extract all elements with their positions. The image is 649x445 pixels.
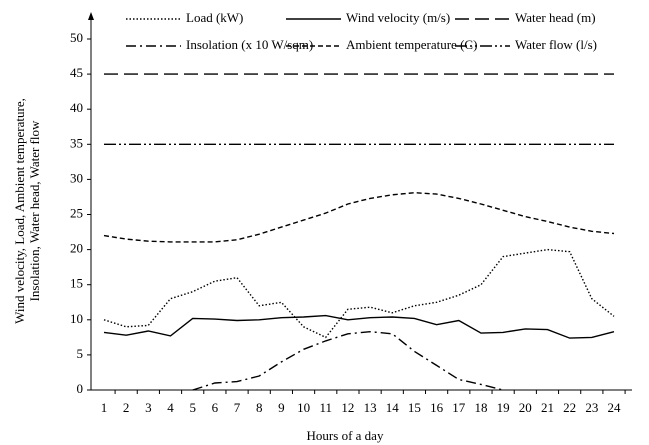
x-tick-label: 1: [101, 400, 108, 415]
legend-label: Water flow (l/s): [515, 37, 597, 52]
x-tick-label: 22: [563, 400, 576, 415]
x-tick-label: 17: [452, 400, 466, 415]
y-tick-label: 5: [77, 346, 84, 361]
y-tick-label: 30: [70, 170, 83, 185]
series-line: [103, 248, 615, 339]
x-tick-label: 24: [608, 400, 622, 415]
legend-label: Ambient temperature (C): [346, 37, 477, 52]
x-tick-label: 10: [297, 400, 310, 415]
y-tick-label: 0: [77, 381, 84, 396]
x-tick-label: 21: [541, 400, 554, 415]
series-line: [192, 330, 504, 391]
x-tick-label: 16: [430, 400, 444, 415]
legend-label: Load (kW): [186, 10, 243, 25]
legend-label: Water head (m): [515, 10, 596, 25]
y-tick-label: 40: [70, 100, 83, 115]
x-tick-label: 8: [256, 400, 263, 415]
x-tick-label: 9: [278, 400, 285, 415]
y-axis-arrow: [88, 12, 94, 20]
y-tick-label: 25: [70, 205, 83, 220]
series-line: [103, 314, 615, 339]
x-tick-label: 20: [519, 400, 532, 415]
y-tick-label: 20: [70, 241, 83, 256]
x-tick-label: 6: [212, 400, 219, 415]
y-tick-label: 45: [70, 65, 83, 80]
y-tick-label: 10: [70, 311, 83, 326]
x-tick-label: 4: [167, 400, 174, 415]
x-tick-label: 7: [234, 400, 241, 415]
x-tick-label: 18: [474, 400, 487, 415]
y-tick-label: 35: [70, 135, 83, 150]
x-axis-label: Hours of a day: [307, 428, 384, 443]
legend-label: Insolation (x 10 W/sqm): [186, 37, 313, 52]
y-axis-label: Wind velocity, Load, Ambient temperature…: [12, 98, 42, 324]
x-tick-label: 15: [408, 400, 421, 415]
legend-label: Wind velocity (m/s): [346, 10, 450, 25]
series-line: [103, 191, 615, 243]
x-tick-label: 5: [189, 400, 196, 415]
x-tick-label: 11: [319, 400, 332, 415]
x-tick-label: 12: [341, 400, 354, 415]
x-tick-label: 2: [123, 400, 130, 415]
x-tick-label: 3: [145, 400, 152, 415]
y-tick-label: 15: [70, 276, 83, 291]
x-tick-label: 13: [364, 400, 377, 415]
x-tick-label: 14: [386, 400, 400, 415]
x-tick-label: 19: [497, 400, 510, 415]
x-tick-label: 23: [585, 400, 598, 415]
y-tick-label: 50: [70, 30, 83, 45]
